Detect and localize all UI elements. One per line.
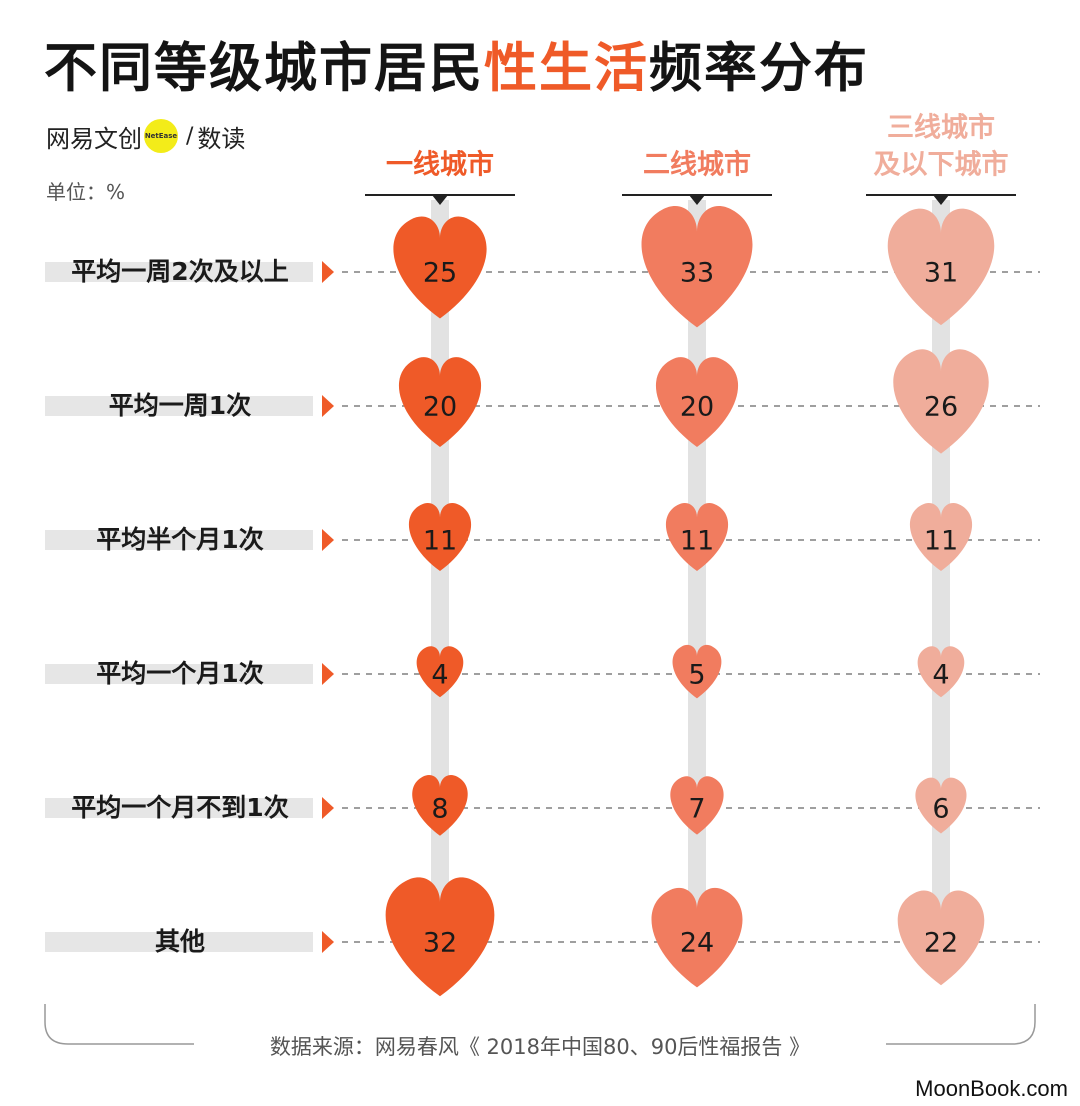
- row-arrow-icon: [322, 261, 334, 283]
- watermark: MoonBook.com: [915, 1076, 1068, 1101]
- title-part1: 不同等级城市居民: [44, 38, 484, 99]
- column-header: 一线城市: [386, 149, 494, 181]
- heart-value-label: 33: [680, 258, 714, 289]
- heart-mark: [408, 503, 472, 572]
- column-header-line: 三线城市: [887, 112, 995, 144]
- heart-value-label: 25: [423, 258, 457, 289]
- heart-mark: [412, 774, 468, 836]
- heart-mark: [909, 503, 973, 572]
- heart-value-label: 5: [688, 660, 705, 691]
- row-label-band: [45, 932, 313, 952]
- heart-mark: [670, 776, 724, 835]
- heart-value-label: 8: [431, 794, 448, 825]
- column-pointer-icon: [933, 195, 949, 205]
- row-arrow-icon: [322, 663, 334, 685]
- heart-value-label: 26: [924, 392, 958, 423]
- heart-mark: [917, 646, 965, 698]
- heart-mark: [665, 503, 729, 572]
- heart-mark: [641, 206, 753, 328]
- title-part2: 频率分布: [649, 38, 869, 99]
- heart-value-label: 6: [932, 794, 949, 825]
- column-header: 二线城市: [643, 149, 751, 181]
- heart-value-label: 11: [924, 526, 958, 557]
- column-header-line: 及以下城市: [874, 149, 1009, 181]
- netease-badge-icon: NetEase: [144, 119, 178, 153]
- row-arrow-icon: [322, 529, 334, 551]
- heart-value-label: 4: [431, 660, 448, 691]
- row-label: 其他: [155, 927, 205, 956]
- brand-sub: 数读: [197, 124, 246, 153]
- heart-mark: [915, 777, 967, 834]
- heart-mark: [651, 887, 743, 988]
- heart-mark: [398, 357, 482, 447]
- source-bracket: [44, 1004, 1036, 1045]
- row-label: 平均一周1次: [109, 391, 251, 420]
- heart-mark: [393, 216, 487, 319]
- heart-value-label: 22: [924, 928, 958, 959]
- row-label-band: [45, 530, 313, 550]
- heart-value-label: 7: [688, 794, 705, 825]
- unit-label: 单位：%: [46, 180, 126, 204]
- heart-mark: [897, 890, 985, 986]
- brand-name: 网易文创: [46, 124, 142, 153]
- row-label: 平均一周2次及以上: [71, 257, 288, 286]
- heart-value-label: 24: [680, 928, 714, 959]
- row-label-band: [45, 798, 313, 818]
- heart-value-label: 4: [932, 660, 949, 691]
- page-title: 不同等级城市居民性生活频率分布: [44, 26, 869, 102]
- column-pointer-icon: [689, 195, 705, 205]
- row-arrow-icon: [322, 931, 334, 953]
- row-label-band: [45, 262, 313, 282]
- row-label-band: [45, 396, 313, 416]
- row-arrow-icon: [322, 395, 334, 417]
- row-label-band: [45, 664, 313, 684]
- heart-mark: [655, 357, 739, 447]
- brand-logo: 网易文创 NetEase / 数读: [46, 116, 245, 156]
- heart-value-label: 31: [924, 258, 958, 289]
- row-arrow-icon: [322, 797, 334, 819]
- data-source: 数据来源：网易春风《 2018年中国80、90后性福报告 》: [269, 1035, 811, 1059]
- heart-value-label: 20: [423, 392, 457, 423]
- heart-mark: [893, 349, 989, 454]
- heart-mark: [887, 208, 995, 326]
- heart-value-label: 11: [423, 526, 457, 557]
- column-pointer-icon: [432, 195, 448, 205]
- heart-mark: [416, 646, 464, 698]
- row-label: 平均一个月1次: [96, 659, 263, 688]
- heart-mark: [672, 644, 722, 699]
- heart-value-label: 20: [680, 392, 714, 423]
- heart-value-label: 32: [423, 928, 457, 959]
- heart-mark: [385, 877, 495, 997]
- brand-slash: /: [186, 123, 194, 149]
- row-label: 平均一个月不到1次: [71, 793, 288, 822]
- row-label: 平均半个月1次: [96, 525, 263, 554]
- title-highlight: 性生活: [484, 38, 649, 99]
- heart-value-label: 11: [680, 526, 714, 557]
